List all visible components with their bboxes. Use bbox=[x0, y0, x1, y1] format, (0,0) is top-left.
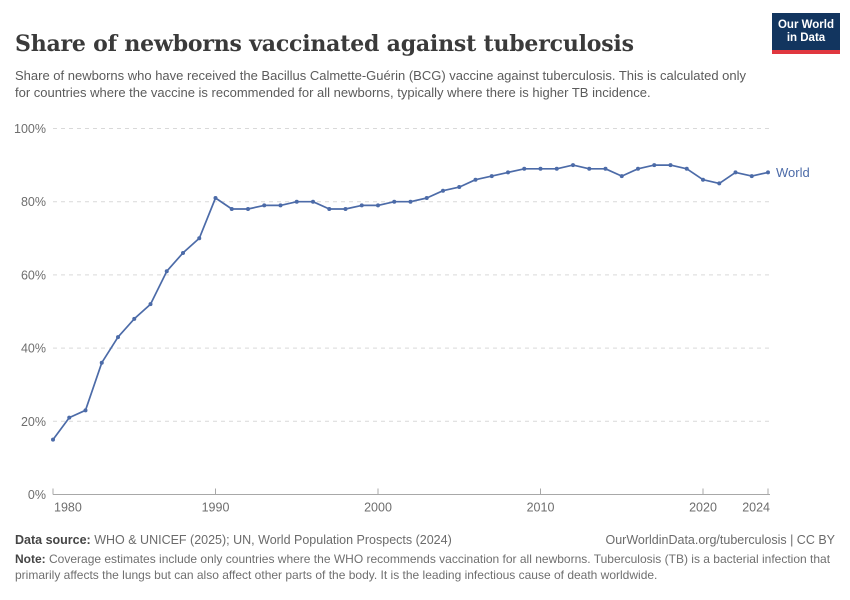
data-point bbox=[132, 316, 137, 321]
note-label: Note: bbox=[15, 552, 46, 566]
data-point bbox=[246, 207, 250, 212]
data-point bbox=[376, 203, 380, 208]
y-axis-tick-label: 20% bbox=[21, 415, 46, 429]
data-source: Data source: WHO & UNICEF (2025); UN, Wo… bbox=[15, 533, 452, 547]
data-point bbox=[603, 166, 608, 171]
data-source-label: Data source: bbox=[15, 533, 91, 547]
y-axis-tick-label: 60% bbox=[21, 268, 46, 282]
x-axis-tick-label: 1980 bbox=[54, 501, 82, 515]
x-axis-tick-label: 2024 bbox=[742, 501, 770, 515]
data-point bbox=[424, 196, 429, 201]
data-point bbox=[522, 166, 527, 171]
data-point bbox=[197, 236, 202, 241]
data-point bbox=[733, 170, 738, 175]
data-point bbox=[538, 166, 543, 171]
data-point bbox=[717, 181, 722, 186]
data-point bbox=[311, 199, 315, 204]
y-axis-tick-label: 100% bbox=[14, 122, 46, 136]
y-axis-tick-label: 40% bbox=[21, 342, 46, 356]
data-point bbox=[67, 415, 72, 420]
page-subtitle: Share of newborns who have received the … bbox=[15, 68, 747, 100]
owid-link[interactable]: OurWorldinData.org/tuberculosis | CC BY bbox=[605, 533, 836, 547]
data-point bbox=[489, 174, 494, 179]
note-value: Coverage estimates include only countrie… bbox=[15, 552, 831, 582]
data-point bbox=[587, 166, 592, 171]
y-axis-tick-label: 0% bbox=[28, 488, 46, 502]
data-point bbox=[262, 203, 267, 208]
data-point bbox=[749, 174, 754, 179]
data-point bbox=[441, 188, 445, 193]
y-axis-tick-label: 80% bbox=[21, 195, 46, 209]
x-axis-tick-label: 2000 bbox=[364, 501, 392, 515]
world-series-line bbox=[52, 164, 769, 441]
world-series-label: World bbox=[776, 165, 810, 180]
data-point bbox=[359, 203, 364, 208]
data-point bbox=[473, 177, 478, 182]
chart-note: Note: Coverage estimates include only co… bbox=[15, 552, 835, 583]
data-point bbox=[99, 360, 104, 365]
data-point bbox=[571, 163, 575, 168]
data-point bbox=[554, 166, 559, 171]
x-axis-tick-label: 1990 bbox=[202, 501, 230, 515]
owid-logo-line1: Our World bbox=[777, 19, 834, 31]
data-point bbox=[327, 207, 332, 212]
data-point bbox=[766, 170, 770, 175]
data-point bbox=[619, 174, 624, 179]
owid-logo-line2: in Data bbox=[786, 32, 826, 44]
data-source-value: WHO & UNICEF (2025); UN, World Populatio… bbox=[90, 533, 452, 547]
data-point bbox=[181, 250, 185, 255]
data-point bbox=[83, 408, 88, 413]
data-point bbox=[213, 196, 218, 201]
data-point bbox=[164, 269, 169, 274]
x-axis-tick-label: 2020 bbox=[689, 501, 717, 515]
chart-footer: Data source: WHO & UNICEF (2025); UN, Wo… bbox=[15, 533, 835, 583]
data-point bbox=[668, 163, 673, 168]
data-point bbox=[408, 199, 413, 204]
owid-logo: Our World in Data bbox=[772, 13, 840, 54]
data-point bbox=[701, 177, 705, 182]
data-point bbox=[392, 199, 397, 204]
x-axis-tick-label: 2010 bbox=[527, 501, 555, 515]
data-point bbox=[652, 163, 657, 168]
data-point bbox=[51, 437, 55, 442]
page-title: Share of newborns vaccinated against tub… bbox=[15, 30, 634, 57]
data-point bbox=[636, 166, 640, 171]
data-point bbox=[116, 335, 120, 340]
data-point bbox=[229, 207, 234, 212]
data-point bbox=[278, 203, 283, 208]
data-point bbox=[343, 207, 348, 212]
data-point bbox=[506, 170, 510, 175]
data-point bbox=[457, 185, 462, 190]
data-point bbox=[148, 302, 153, 307]
data-point bbox=[684, 166, 689, 171]
data-point bbox=[294, 199, 299, 204]
